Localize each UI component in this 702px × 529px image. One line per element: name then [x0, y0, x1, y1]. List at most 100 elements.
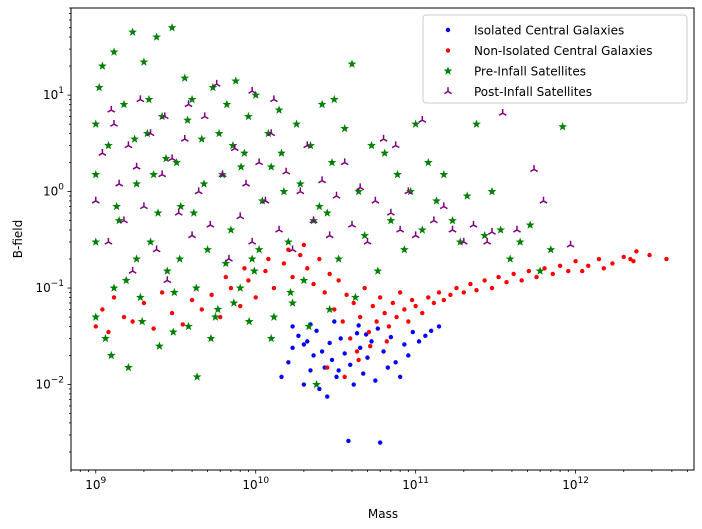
point-s3-55	[469, 220, 478, 228]
point-s3-8	[132, 162, 141, 170]
point-s1-72	[566, 268, 571, 274]
x-axis-label: Mass	[368, 507, 398, 521]
y-tick-label-2-exp: 0	[58, 183, 64, 193]
point-s3-64	[160, 112, 169, 120]
point-s1-11	[189, 297, 195, 303]
point-s3-48	[404, 187, 413, 195]
point-s2-109	[191, 283, 201, 292]
point-s2-69	[448, 216, 457, 225]
legend-label-1: Non-Isolated Central Galaxies	[474, 44, 653, 58]
point-s1-58	[461, 290, 466, 295]
point-s1-67	[526, 268, 532, 274]
point-s2-11	[135, 292, 145, 302]
point-s1-17	[246, 278, 251, 283]
point-s0-18	[346, 438, 351, 444]
point-s1-10	[180, 322, 185, 327]
point-s2-13	[142, 128, 152, 138]
point-s1-49	[409, 297, 415, 303]
point-s3-5	[119, 216, 128, 224]
point-s3-44	[371, 196, 380, 204]
point-s2-112	[214, 128, 224, 138]
point-s2-118	[266, 333, 276, 343]
point-s1-39	[370, 303, 376, 309]
point-s2-39	[257, 196, 267, 205]
point-s1-28	[327, 271, 332, 277]
point-s1-57	[454, 285, 459, 291]
x-tick-label-3: 1012	[562, 476, 589, 492]
point-s1-1	[100, 307, 105, 312]
point-s1-56	[448, 292, 453, 298]
point-s1-43	[386, 324, 392, 329]
point-s3-21	[212, 79, 221, 87]
point-s1-42	[382, 310, 387, 316]
point-s2-78	[525, 220, 535, 229]
point-s0-43	[356, 323, 361, 328]
legend-marker-0	[445, 27, 451, 33]
point-s3-67	[269, 95, 278, 103]
point-s0-34	[406, 353, 411, 358]
point-s2-58	[373, 266, 383, 275]
point-s1-75	[596, 256, 602, 262]
point-s3-27	[248, 237, 257, 245]
point-s2-101	[130, 134, 140, 143]
point-s0-6	[308, 368, 313, 373]
point-s2-24	[187, 94, 197, 104]
legend-label-2: Pre-Infall Satellites	[474, 65, 586, 79]
point-s2-36	[244, 111, 253, 121]
point-s2-20	[172, 157, 181, 167]
point-s1-34	[351, 300, 356, 306]
point-s0-21	[354, 331, 360, 336]
point-s0-15	[334, 374, 339, 380]
point-s3-29	[261, 196, 270, 204]
point-s2-28	[208, 82, 218, 92]
point-s2-29	[213, 304, 223, 314]
point-s1-82	[628, 256, 633, 262]
point-s3-65	[184, 100, 193, 108]
point-s2-87	[211, 312, 220, 321]
legend-marker-3	[443, 87, 453, 95]
point-s1-51	[420, 310, 425, 316]
y-tick-label-0-exp: −2	[51, 376, 64, 386]
point-s3-59	[530, 165, 539, 173]
point-s1-41	[377, 295, 383, 300]
point-s0-9	[317, 386, 322, 392]
point-s2-60	[386, 216, 396, 225]
point-s2-77	[515, 237, 525, 246]
x-tick-label-3-exp: 12	[578, 476, 589, 486]
point-s3-54	[459, 237, 468, 245]
point-s1-76	[610, 261, 615, 266]
point-s0-30	[388, 334, 394, 340]
point-s2-106	[168, 327, 178, 336]
point-s0-35	[410, 329, 416, 335]
point-s1-26	[317, 256, 322, 262]
point-s0-12	[325, 394, 330, 399]
point-s2-61	[393, 170, 402, 179]
y-tick-label-3-base: 10	[43, 88, 58, 102]
point-s2-75	[496, 225, 506, 234]
point-s3-30	[267, 129, 276, 137]
point-s2-18	[162, 266, 172, 275]
point-s1-55	[441, 297, 447, 303]
point-s2-33	[231, 76, 241, 85]
point-s1-87	[356, 357, 361, 363]
x-tick-label-2-base: 10	[402, 478, 417, 492]
point-s1-94	[223, 274, 228, 280]
point-s1-3	[111, 295, 117, 300]
point-s1-31	[340, 319, 345, 324]
point-s3-18	[194, 187, 203, 195]
point-s2-52	[334, 254, 344, 263]
x-tick-label-2: 1011	[402, 476, 429, 492]
point-s2-17	[157, 111, 167, 121]
point-s1-0	[93, 324, 98, 329]
point-s3-62	[107, 105, 116, 113]
point-s2-120	[286, 287, 295, 297]
point-s3-43	[363, 237, 372, 245]
point-s1-69	[542, 266, 547, 271]
point-s1-60	[474, 288, 479, 293]
point-s2-42	[274, 105, 284, 114]
point-s1-62	[489, 285, 495, 291]
point-s1-13	[209, 292, 214, 298]
point-s1-32	[344, 292, 349, 298]
point-s3-7	[128, 266, 137, 274]
